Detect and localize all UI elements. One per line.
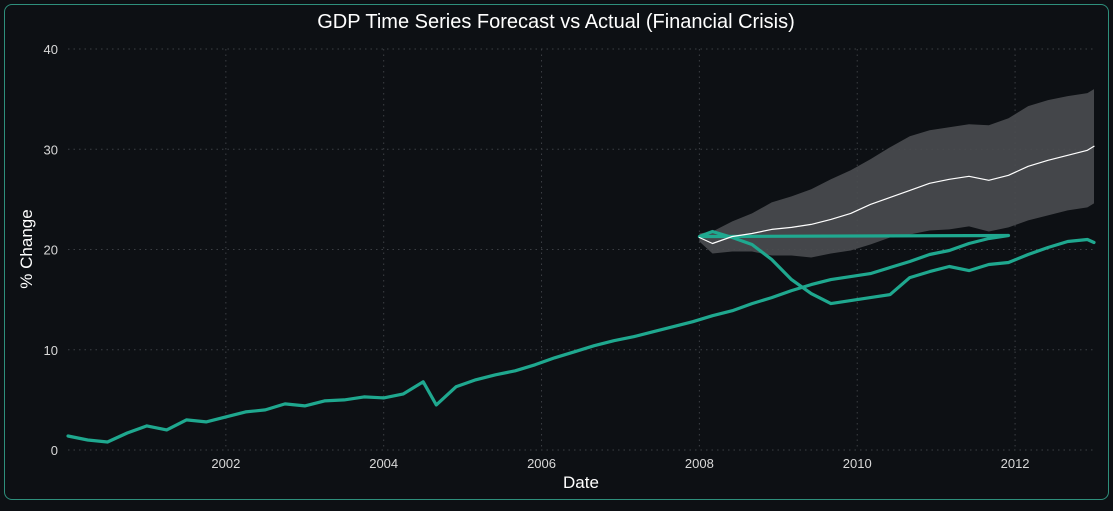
- y-tick-label: 0: [51, 443, 58, 458]
- x-tick-label: 2010: [843, 456, 872, 471]
- series-layer: [66, 145, 1096, 444]
- y-tick-label: 40: [44, 42, 58, 57]
- x-tick-label: 2008: [685, 456, 714, 471]
- x-tick-label: 2004: [369, 456, 398, 471]
- chart-frame: [4, 4, 1109, 500]
- grid: [68, 48, 1094, 451]
- confidence-band-layer: [699, 89, 1094, 258]
- y-tick-label: 30: [44, 142, 58, 157]
- x-axis-label: Date: [563, 473, 599, 492]
- x-tick-label: 2006: [527, 456, 556, 471]
- forecast-confidence-band: [699, 89, 1094, 258]
- y-tick-label: 20: [44, 243, 58, 258]
- tick-labels: 0 10 20 30 40 2002 2004 2006 2008 2010 2012: [44, 42, 1030, 471]
- forecast-gdp-line: [698, 145, 1095, 245]
- x-tick-label: 2012: [1001, 456, 1030, 471]
- chart-title: GDP Time Series Forecast vs Actual (Fina…: [317, 11, 795, 33]
- x-tick-label: 2002: [211, 456, 240, 471]
- actual-gdp-line: [66, 229, 1096, 444]
- y-tick-label: 10: [44, 343, 58, 358]
- y-axis-label: % Change: [17, 209, 36, 288]
